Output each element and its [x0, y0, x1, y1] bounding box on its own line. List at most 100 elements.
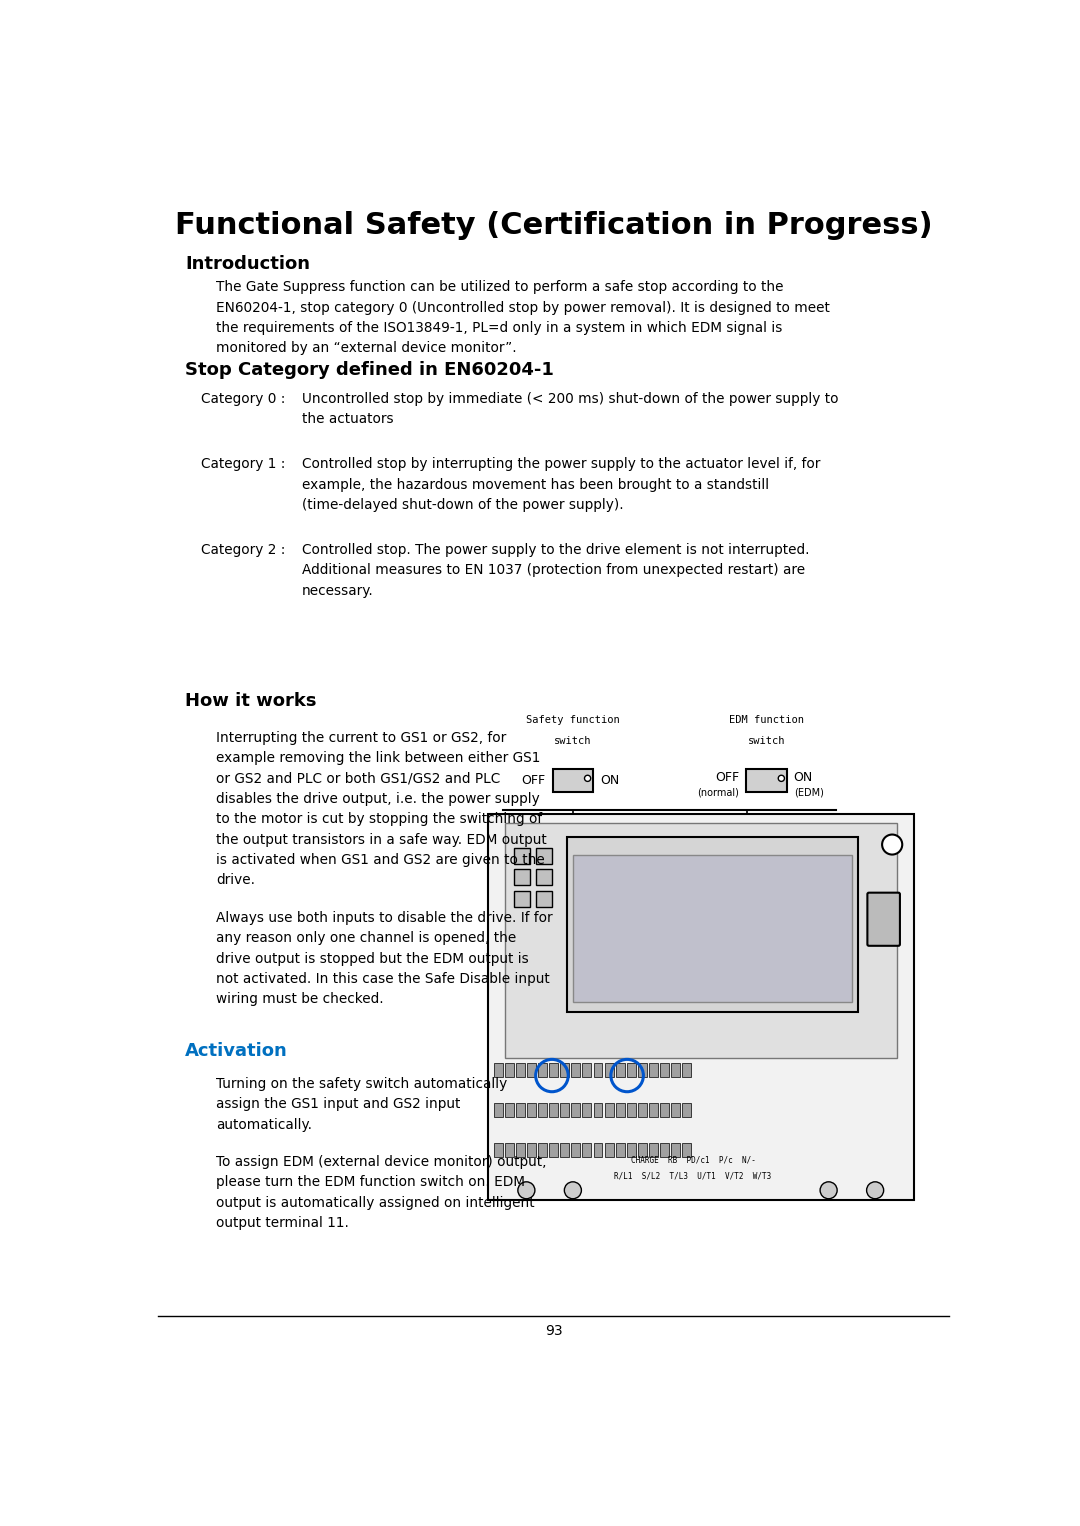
Circle shape [584, 775, 591, 781]
Text: or GS2 and PLC or both GS1/GS2 and PLC: or GS2 and PLC or both GS1/GS2 and PLC [216, 772, 501, 786]
Text: Stop Category defined in EN60204-1: Stop Category defined in EN60204-1 [186, 362, 554, 378]
Text: disables the drive output, i.e. the power supply: disables the drive output, i.e. the powe… [216, 792, 540, 806]
Bar [516, 1064, 525, 1077]
Text: Turning on the safety switch automatically: Turning on the safety switch automatical… [216, 1077, 508, 1091]
Bar [505, 1064, 514, 1077]
Bar [683, 1143, 691, 1157]
Bar [567, 836, 859, 1012]
Text: switch: switch [554, 736, 592, 746]
Text: necessary.: necessary. [301, 584, 374, 598]
Bar [582, 1064, 592, 1077]
Text: Category 1 :: Category 1 : [201, 458, 285, 472]
Bar [504, 823, 896, 1058]
Bar [550, 1143, 558, 1157]
Bar [638, 1143, 647, 1157]
Text: drive output is stopped but the EDM output is: drive output is stopped but the EDM outp… [216, 952, 529, 966]
Bar [671, 1143, 680, 1157]
Bar [649, 1103, 658, 1117]
Circle shape [882, 835, 902, 855]
Bar [516, 1143, 525, 1157]
Text: example, the hazardous movement has been brought to a standstill: example, the hazardous movement has been… [301, 478, 769, 491]
Bar [660, 1103, 669, 1117]
Text: Controlled stop by interrupting the power supply to the actuator level if, for: Controlled stop by interrupting the powe… [301, 458, 820, 472]
Text: drive.: drive. [216, 873, 255, 888]
Text: Functional Safety (Certification in Progress): Functional Safety (Certification in Prog… [175, 211, 932, 240]
Bar [683, 1103, 691, 1117]
Circle shape [820, 1181, 837, 1199]
Text: Controlled stop. The power supply to the drive element is not interrupted.: Controlled stop. The power supply to the… [301, 543, 809, 557]
Bar [649, 1064, 658, 1077]
Bar [616, 1143, 624, 1157]
Text: output is automatically assigned on intelligent: output is automatically assigned on inte… [216, 1196, 535, 1210]
Text: (EDM): (EDM) [794, 787, 824, 798]
Text: assign the GS1 input and GS2 input: assign the GS1 input and GS2 input [216, 1097, 461, 1111]
Bar [605, 1064, 613, 1077]
Text: ON: ON [600, 774, 619, 787]
Text: Category 2 :: Category 2 : [201, 543, 285, 557]
Circle shape [517, 1181, 535, 1199]
Bar [514, 870, 530, 885]
Text: wiring must be checked.: wiring must be checked. [216, 992, 384, 1006]
Bar [638, 1103, 647, 1117]
Text: is activated when GS1 and GS2 are given to the: is activated when GS1 and GS2 are given … [216, 853, 545, 867]
Bar [572, 855, 852, 1003]
Text: automatically.: automatically. [216, 1117, 312, 1131]
Circle shape [779, 775, 784, 781]
Bar [616, 1103, 624, 1117]
Bar [514, 847, 530, 864]
Bar [571, 1103, 580, 1117]
Bar [616, 1064, 624, 1077]
Bar [571, 1064, 580, 1077]
Bar [594, 1064, 603, 1077]
Bar [494, 1143, 502, 1157]
Text: Category 0 :: Category 0 : [201, 392, 285, 406]
Bar [594, 1143, 603, 1157]
Bar [561, 1143, 569, 1157]
Text: Additional measures to EN 1037 (protection from unexpected restart) are: Additional measures to EN 1037 (protecti… [301, 563, 805, 577]
Bar [527, 1064, 536, 1077]
Circle shape [866, 1181, 883, 1199]
Bar [550, 1103, 558, 1117]
Bar [514, 891, 530, 906]
Text: output terminal 11.: output terminal 11. [216, 1216, 349, 1230]
Bar [538, 1143, 548, 1157]
Bar [536, 847, 552, 864]
Text: any reason only one channel is opened, the: any reason only one channel is opened, t… [216, 931, 516, 945]
Bar [638, 1064, 647, 1077]
Text: the output transistors in a safe way. EDM output: the output transistors in a safe way. ED… [216, 833, 548, 847]
Text: The Gate Suppress function can be utilized to perform a safe stop according to t: The Gate Suppress function can be utiliz… [216, 281, 784, 295]
FancyBboxPatch shape [867, 893, 900, 946]
Bar [683, 1064, 691, 1077]
Bar [582, 1103, 592, 1117]
Text: OFF: OFF [522, 774, 545, 787]
Text: monitored by an “external device monitor”.: monitored by an “external device monitor… [216, 342, 517, 356]
Text: EDM function: EDM function [729, 716, 805, 725]
Circle shape [565, 1181, 581, 1199]
Bar [494, 1103, 502, 1117]
Text: OFF: OFF [715, 771, 740, 784]
Bar [626, 1064, 636, 1077]
Bar [660, 1064, 669, 1077]
Text: to the motor is cut by stopping the switching of: to the motor is cut by stopping the swit… [216, 812, 542, 826]
Bar [536, 870, 552, 885]
Text: (normal): (normal) [698, 787, 740, 798]
Text: How it works: How it works [186, 693, 316, 710]
Text: please turn the EDM function switch on. EDM: please turn the EDM function switch on. … [216, 1175, 525, 1189]
Text: 93: 93 [544, 1325, 563, 1338]
Bar [671, 1064, 680, 1077]
Text: Always use both inputs to disable the drive. If for: Always use both inputs to disable the dr… [216, 911, 553, 925]
Bar [505, 1143, 514, 1157]
Bar [626, 1143, 636, 1157]
Bar [538, 1064, 548, 1077]
Bar [527, 1103, 536, 1117]
Bar [605, 1143, 613, 1157]
Bar [571, 1143, 580, 1157]
Text: (time-delayed shut-down of the power supply).: (time-delayed shut-down of the power sup… [301, 497, 623, 513]
Bar [536, 891, 552, 906]
Text: the requirements of the ISO13849-1, PL=d only in a system in which EDM signal is: the requirements of the ISO13849-1, PL=d… [216, 320, 783, 334]
Text: Activation: Activation [186, 1042, 288, 1061]
Bar [561, 1064, 569, 1077]
Text: not activated. In this case the Safe Disable input: not activated. In this case the Safe Dis… [216, 972, 550, 986]
Text: Introduction: Introduction [186, 255, 310, 273]
Bar [538, 1103, 548, 1117]
